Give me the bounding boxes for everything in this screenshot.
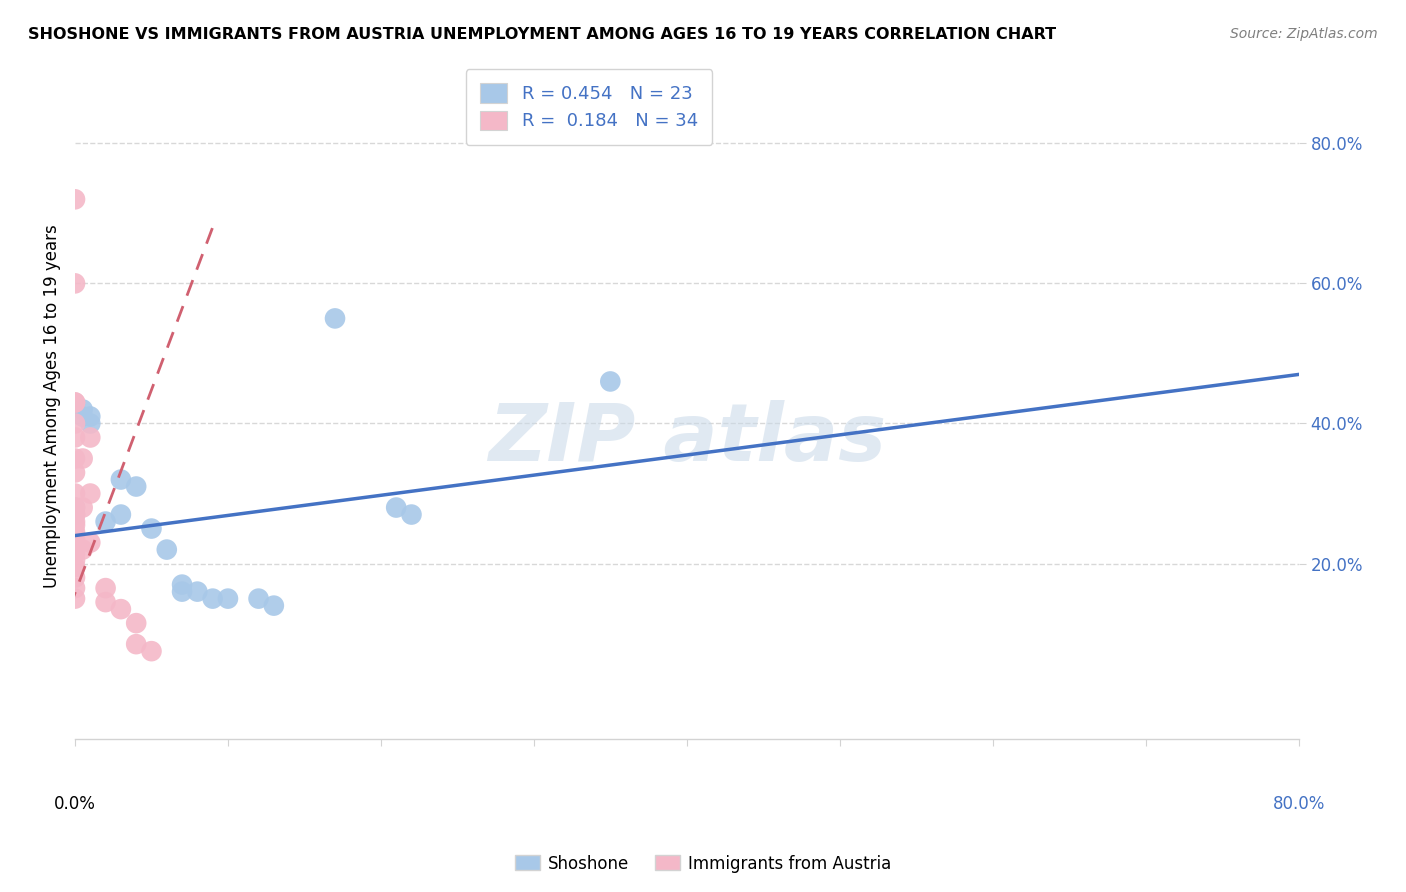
Point: [63, 500, 86, 515]
Point: [63, 591, 86, 606]
Text: ZIP atlas: ZIP atlas: [488, 401, 886, 478]
Point: [63, 518, 86, 533]
Point: [63, 508, 86, 522]
Point: [63, 417, 86, 431]
Point: [72, 409, 94, 424]
Point: [63, 524, 86, 539]
Point: [79, 409, 101, 424]
Point: [79, 535, 101, 549]
Point: [125, 616, 148, 631]
Point: [63, 395, 86, 409]
Point: [63, 430, 86, 444]
Point: [63, 486, 86, 500]
Point: [63, 192, 86, 206]
Point: [72, 542, 94, 557]
Point: [63, 515, 86, 529]
Point: [63, 571, 86, 585]
Point: [79, 417, 101, 431]
Point: [323, 311, 346, 326]
Point: [63, 395, 86, 409]
Point: [125, 479, 148, 493]
Text: 80.0%: 80.0%: [1272, 795, 1324, 813]
Point: [141, 522, 163, 536]
Point: [110, 508, 132, 522]
Point: [170, 577, 193, 591]
Point: [110, 602, 132, 616]
Point: [63, 451, 86, 466]
Point: [401, 508, 423, 522]
Point: [110, 473, 132, 487]
Point: [63, 539, 86, 553]
Point: [63, 532, 86, 546]
Text: 0.0%: 0.0%: [53, 795, 96, 813]
Point: [63, 277, 86, 291]
Point: [72, 402, 94, 417]
Point: [201, 591, 224, 606]
Point: [72, 500, 94, 515]
Point: [247, 591, 270, 606]
Point: [385, 500, 408, 515]
Text: SHOSHONE VS IMMIGRANTS FROM AUSTRIA UNEMPLOYMENT AMONG AGES 16 TO 19 YEARS CORRE: SHOSHONE VS IMMIGRANTS FROM AUSTRIA UNEM…: [28, 27, 1056, 42]
Point: [186, 584, 208, 599]
Point: [79, 430, 101, 444]
Legend: R = 0.454   N = 23, R =  0.184   N = 34: R = 0.454 N = 23, R = 0.184 N = 34: [465, 69, 713, 145]
Point: [141, 644, 163, 658]
Point: [72, 451, 94, 466]
Point: [63, 500, 86, 515]
Y-axis label: Unemployment Among Ages 16 to 19 years: Unemployment Among Ages 16 to 19 years: [44, 224, 60, 588]
Point: [63, 546, 86, 560]
Point: [217, 591, 239, 606]
Point: [63, 560, 86, 574]
Point: [63, 466, 86, 480]
Point: [63, 508, 86, 522]
Point: [79, 486, 101, 500]
Point: [94, 595, 117, 609]
Legend: Shoshone, Immigrants from Austria: Shoshone, Immigrants from Austria: [508, 848, 898, 880]
Point: [170, 584, 193, 599]
Text: Source: ZipAtlas.com: Source: ZipAtlas.com: [1230, 27, 1378, 41]
Point: [94, 515, 117, 529]
Point: [156, 542, 179, 557]
Point: [63, 553, 86, 567]
Point: [263, 599, 285, 613]
Point: [125, 637, 148, 651]
Point: [599, 375, 621, 389]
Point: [63, 581, 86, 595]
Point: [94, 581, 117, 595]
